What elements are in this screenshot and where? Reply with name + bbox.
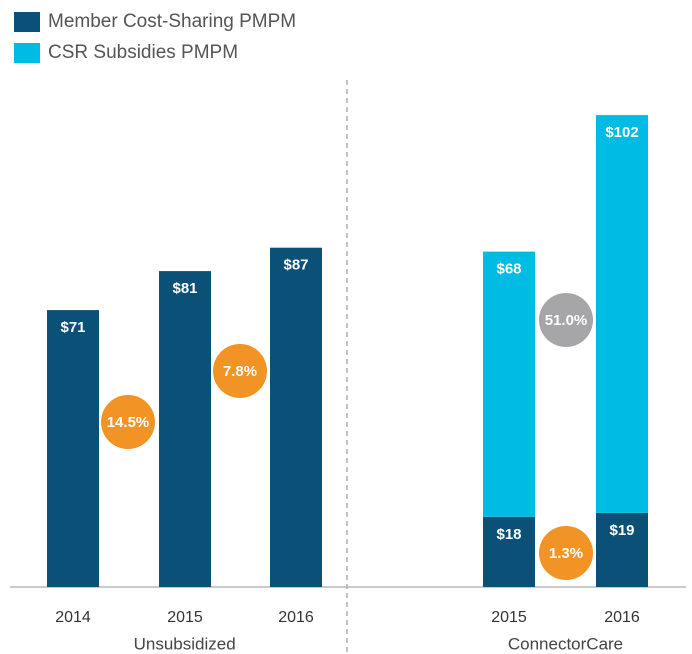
value-label: $87 bbox=[283, 257, 308, 274]
x-tick-label: 2015 bbox=[167, 609, 203, 626]
change-label: 1.3% bbox=[549, 545, 583, 562]
x-tick-label: 2015 bbox=[491, 609, 527, 626]
value-label: $102 bbox=[605, 124, 638, 141]
change-label: 7.8% bbox=[223, 363, 257, 380]
legend-swatch bbox=[14, 12, 40, 32]
bar bbox=[596, 512, 648, 587]
group-label: Unsubsidized bbox=[134, 634, 236, 653]
value-label: $19 bbox=[609, 522, 634, 539]
group-label: ConnectorCare bbox=[508, 634, 623, 653]
value-label: $68 bbox=[496, 261, 521, 278]
change-bubble bbox=[539, 526, 593, 580]
x-tick-label: 2014 bbox=[55, 609, 91, 626]
bar bbox=[483, 251, 535, 517]
change-label: 14.5% bbox=[107, 414, 150, 431]
bar bbox=[159, 271, 211, 587]
x-tick-label: 2016 bbox=[604, 609, 640, 626]
change-bubble bbox=[101, 395, 155, 449]
legend-label: CSR Subsidies PMPM bbox=[48, 42, 238, 63]
bar bbox=[47, 310, 99, 587]
bar bbox=[270, 247, 322, 587]
legend-swatch bbox=[14, 43, 40, 63]
bar bbox=[596, 115, 648, 513]
legend-label: Member Cost-Sharing PMPM bbox=[48, 11, 296, 32]
change-bubble bbox=[539, 293, 593, 347]
value-label: $71 bbox=[60, 319, 85, 336]
value-label: $81 bbox=[172, 280, 197, 297]
x-tick-label: 2016 bbox=[278, 609, 314, 626]
bar bbox=[483, 516, 535, 587]
change-bubble bbox=[213, 344, 267, 398]
change-label: 51.0% bbox=[545, 312, 588, 329]
value-label: $18 bbox=[496, 526, 521, 543]
